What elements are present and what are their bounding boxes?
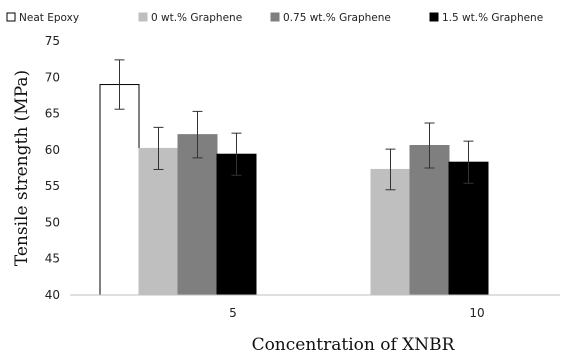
bar <box>448 161 489 296</box>
bar <box>370 168 411 296</box>
legend: Neat Epoxy 0 wt.% Graphene 0.75 wt.% Graph… <box>6 12 543 24</box>
y-axis-title: Tensile strength (MPa) <box>12 70 32 266</box>
y-tick-label: 75 <box>45 34 60 48</box>
y-tick-label: 50 <box>45 215 60 229</box>
legend-label: 0 wt.% Graphene <box>151 12 242 24</box>
x-tick-label: 10 <box>469 306 484 320</box>
legend-swatch <box>270 12 280 22</box>
legend-swatch <box>138 12 148 22</box>
y-tick-label: 55 <box>45 179 60 193</box>
legend-label: 1.5 wt.% Graphene <box>442 12 543 24</box>
bar <box>99 84 140 296</box>
x-tick-label: 5 <box>229 306 237 320</box>
x-axis-title: Concentration of XNBR <box>252 335 456 355</box>
y-axis: 40 45 50 55 60 65 70 75 <box>45 34 60 302</box>
y-tick-label: 60 <box>45 143 60 157</box>
legend-label: Neat Epoxy <box>19 12 79 24</box>
bar <box>138 147 179 296</box>
bar <box>177 134 218 296</box>
y-tick-label: 45 <box>45 252 60 266</box>
y-tick-label: 40 <box>45 288 60 302</box>
bars <box>99 84 489 296</box>
legend-label: 0.75 wt.% Graphene <box>283 12 391 24</box>
legend-swatch <box>6 12 16 22</box>
error-bars <box>114 59 474 191</box>
legend-swatch <box>429 12 439 22</box>
x-axis: 5 10 <box>70 294 560 320</box>
y-tick-label: 70 <box>45 70 60 84</box>
bar <box>216 153 257 296</box>
y-tick-label: 65 <box>45 107 60 121</box>
